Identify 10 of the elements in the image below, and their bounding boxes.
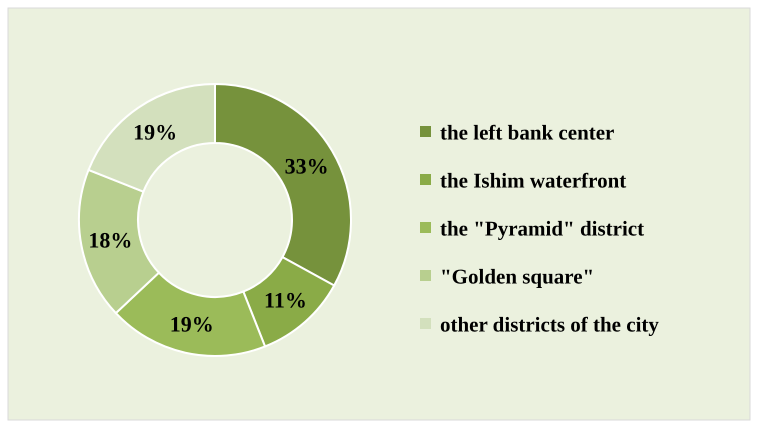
legend-label: "Golden square" [440, 264, 594, 288]
data-label: 19% [133, 120, 178, 145]
legend-label: the left bank center [440, 120, 614, 144]
data-label: 11% [264, 288, 307, 313]
data-label: 19% [170, 312, 214, 337]
data-label: 18% [88, 228, 132, 253]
legend-label: the Ishim waterfront [440, 168, 626, 192]
legend-label: the "Pyramid" district [440, 216, 644, 240]
legend-label: other districts of the city [440, 312, 660, 336]
data-label: 33% [284, 153, 329, 178]
